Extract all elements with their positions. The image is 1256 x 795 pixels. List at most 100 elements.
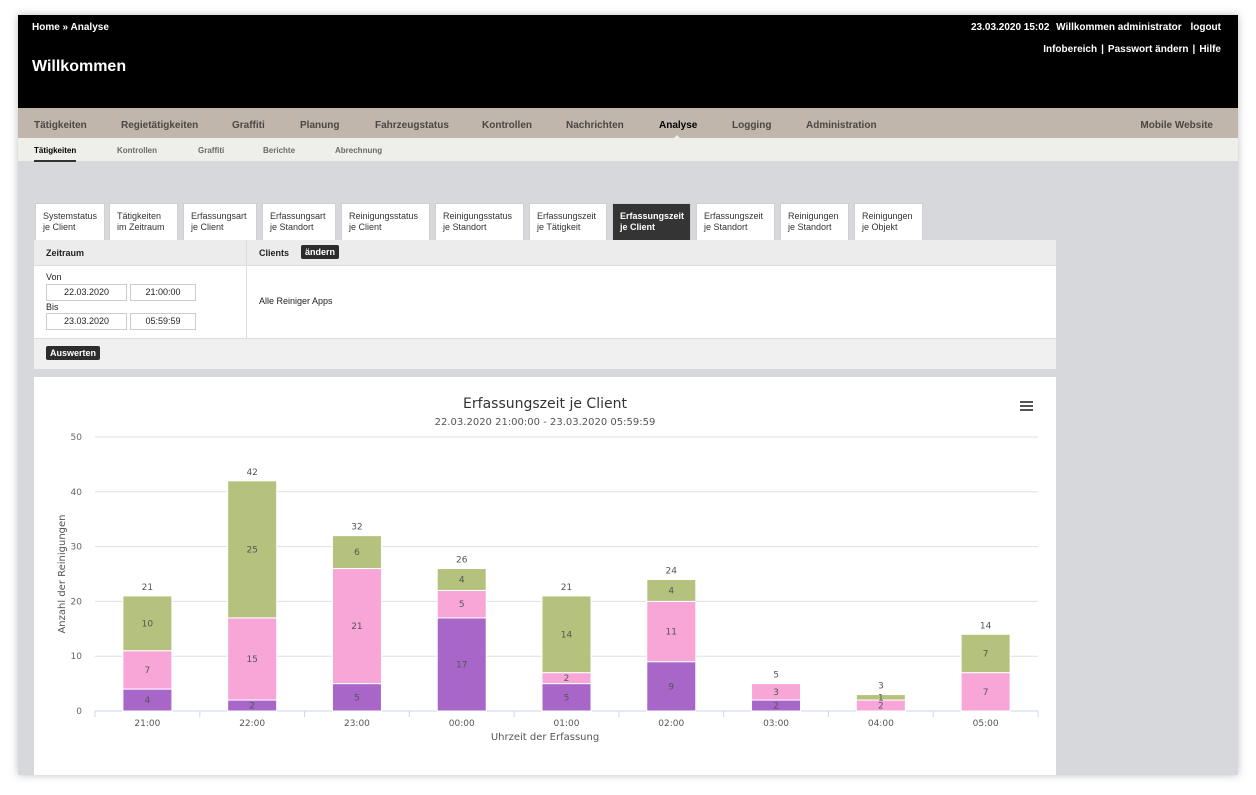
bar-segment-label: 5 [459,600,465,610]
nav-graffiti[interactable]: Graffiti [232,120,265,131]
x-tick-label: 23:00 [344,719,370,729]
bis-date-input[interactable]: 23.03.2020 [46,313,127,330]
bar-segment [227,480,278,619]
help-link[interactable]: Hilfe [1199,44,1221,55]
page-header: Home » Analyse Willkommen 23.03.2020 15:… [18,15,1238,108]
bar-segment-label: 6 [354,548,360,558]
bar-total-label: 14 [980,621,992,631]
x-tick-label: 04:00 [868,719,894,729]
x-tick-label: 03:00 [763,719,789,729]
y-axis-title: Anzahl der Reinigungen [57,514,68,633]
bar-segment [436,568,487,591]
bar-segment-label: 25 [246,545,257,555]
bar-segment-label: 11 [666,628,677,638]
bar-segment [331,683,382,712]
nav-fahrzeugstatus[interactable]: Fahrzeugstatus [375,120,449,131]
subnav-berichte[interactable]: Berichte [263,146,296,155]
tab-label-line2: im Zeitraum [117,222,165,232]
bar-segment-label: 2 [564,674,570,684]
bar-segment-label: 5 [564,693,570,703]
infobereich-link[interactable]: Infobereich [1043,44,1098,55]
von-label: Von [46,272,62,282]
von-time-input[interactable]: 21:00:00 [130,284,196,301]
tab-reinigungen-je-objekt[interactable]: Reinigungen je Objekt [854,203,923,240]
bar-segment-label: 7 [983,688,989,698]
bar-segment [331,535,382,570]
bar-segment-label: 3 [773,688,779,698]
x-tick-label: 01:00 [554,719,580,729]
tab-reinigungsstatus-je-standort[interactable]: Reinigungsstatus je Standort [435,203,524,240]
sub-nav: Tätigkeiten Kontrollen Graffiti Berichte… [18,138,1238,162]
password-link[interactable]: Passwort ändern [1107,44,1189,55]
bar-segment [855,694,906,701]
tab-erfassungszeit-je-client[interactable]: Erfassungszeit je Client [612,203,691,240]
logout-link[interactable]: logout [1190,22,1221,33]
nav-regietaetigkeiten[interactable]: Regietätigkeiten [121,120,199,131]
von-date-input[interactable]: 22.03.2020 [46,284,127,301]
y-tick-label: 40 [71,488,83,498]
bar-segment [751,683,802,701]
nav-logging[interactable]: Logging [732,120,772,131]
tab-reinigungsstatus-je-client[interactable]: Reinigungsstatus je Client [341,203,430,240]
bar-segment-label: 1 [878,693,884,703]
nav-analyse[interactable]: Analyse [659,120,698,131]
nav-nachrichten[interactable]: Nachrichten [566,120,624,131]
tab-label-line2: je Standort [788,222,832,232]
tab-label-line2: je Objekt [862,222,898,232]
y-tick-label: 10 [71,652,83,662]
hamburger-menu-icon[interactable] [1020,401,1033,412]
bar-segment-label: 4 [668,586,674,596]
nav-planung[interactable]: Planung [300,120,340,131]
subnav-abrechnung[interactable]: Abrechnung [335,146,383,155]
bar-segment-label: 5 [354,693,360,703]
nav-taetigkeiten[interactable]: Tätigkeiten [34,120,87,131]
datetime: 23.03.2020 15:02 [970,22,1050,33]
subnav-kontrollen[interactable]: Kontrollen [117,146,157,155]
tab-label-line2: je Client [620,222,656,232]
tab-erfassungsart-je-client[interactable]: Erfassungsart je Client [183,203,257,240]
bar-segment-label: 7 [145,666,151,676]
bis-time-input[interactable]: 05:59:59 [130,313,196,330]
tab-label-line1: Erfassungsart [270,211,326,221]
change-clients-button[interactable]: ändern [301,245,340,259]
subnav-taetigkeiten[interactable]: Tätigkeiten [34,146,77,162]
bar-segment [227,617,278,701]
bar-segment [646,661,697,712]
tab-taetigkeiten-im-zeitraum[interactable]: Tätigkeiten im Zeitraum [109,203,178,240]
evaluate-button[interactable]: Auswerten [46,346,101,360]
bar-segment-label: 2 [773,702,779,712]
filter-divider [246,240,247,338]
tab-label-line1: Reinigungen [788,211,839,221]
tab-label-line1: Erfassungszeit [620,211,685,221]
tab-label-line1: Erfassungszeit [537,211,597,221]
bar-segment-label: 14 [561,630,573,640]
filter-footer [34,338,1056,369]
x-tick-label: 22:00 [239,719,265,729]
tab-erfassungsart-je-standort[interactable]: Erfassungsart je Standort [262,203,336,240]
y-tick-label: 30 [71,543,83,553]
nav-kontrollen[interactable]: Kontrollen [482,120,532,131]
breadcrumb[interactable]: Home » Analyse [32,22,109,33]
subnav-graffiti[interactable]: Graffiti [198,146,225,155]
tab-label-line2: je Standort [443,222,487,232]
tab-label-line2: je Standort [270,222,314,232]
x-tick-label: 02:00 [658,719,684,729]
tab-erfassungszeit-je-standort[interactable]: Erfassungszeit je Standort [696,203,775,240]
x-axis-title: Uhrzeit der Erfassung [491,732,599,743]
tab-reinigungen-je-standort[interactable]: Reinigungen je Standort [780,203,849,240]
active-nav-caret [672,135,682,140]
tab-erfassungszeit-je-taetigkeit[interactable]: Erfassungszeit je Tätigkeit [529,203,607,240]
bar-segment-label: 4 [145,696,151,706]
bar-segment [541,595,592,674]
bar-segment-label: 2 [249,702,255,712]
tab-systemstatus-je-client[interactable]: Systemstatus je Client [35,203,105,240]
nav-administration[interactable]: Administration [806,120,877,131]
x-tick-label: 21:00 [134,719,160,729]
bar-segment [541,683,592,712]
nav-mobile-website[interactable]: Mobile Website [1140,120,1213,131]
y-tick-label: 0 [76,707,82,717]
bar-total-label: 21 [561,583,572,593]
bis-label: Bis [46,302,59,312]
chart-subtitle: 22.03.2020 21:00:00 - 23.03.2020 05:59:5… [435,417,656,428]
bar-total-label: 32 [351,523,362,533]
